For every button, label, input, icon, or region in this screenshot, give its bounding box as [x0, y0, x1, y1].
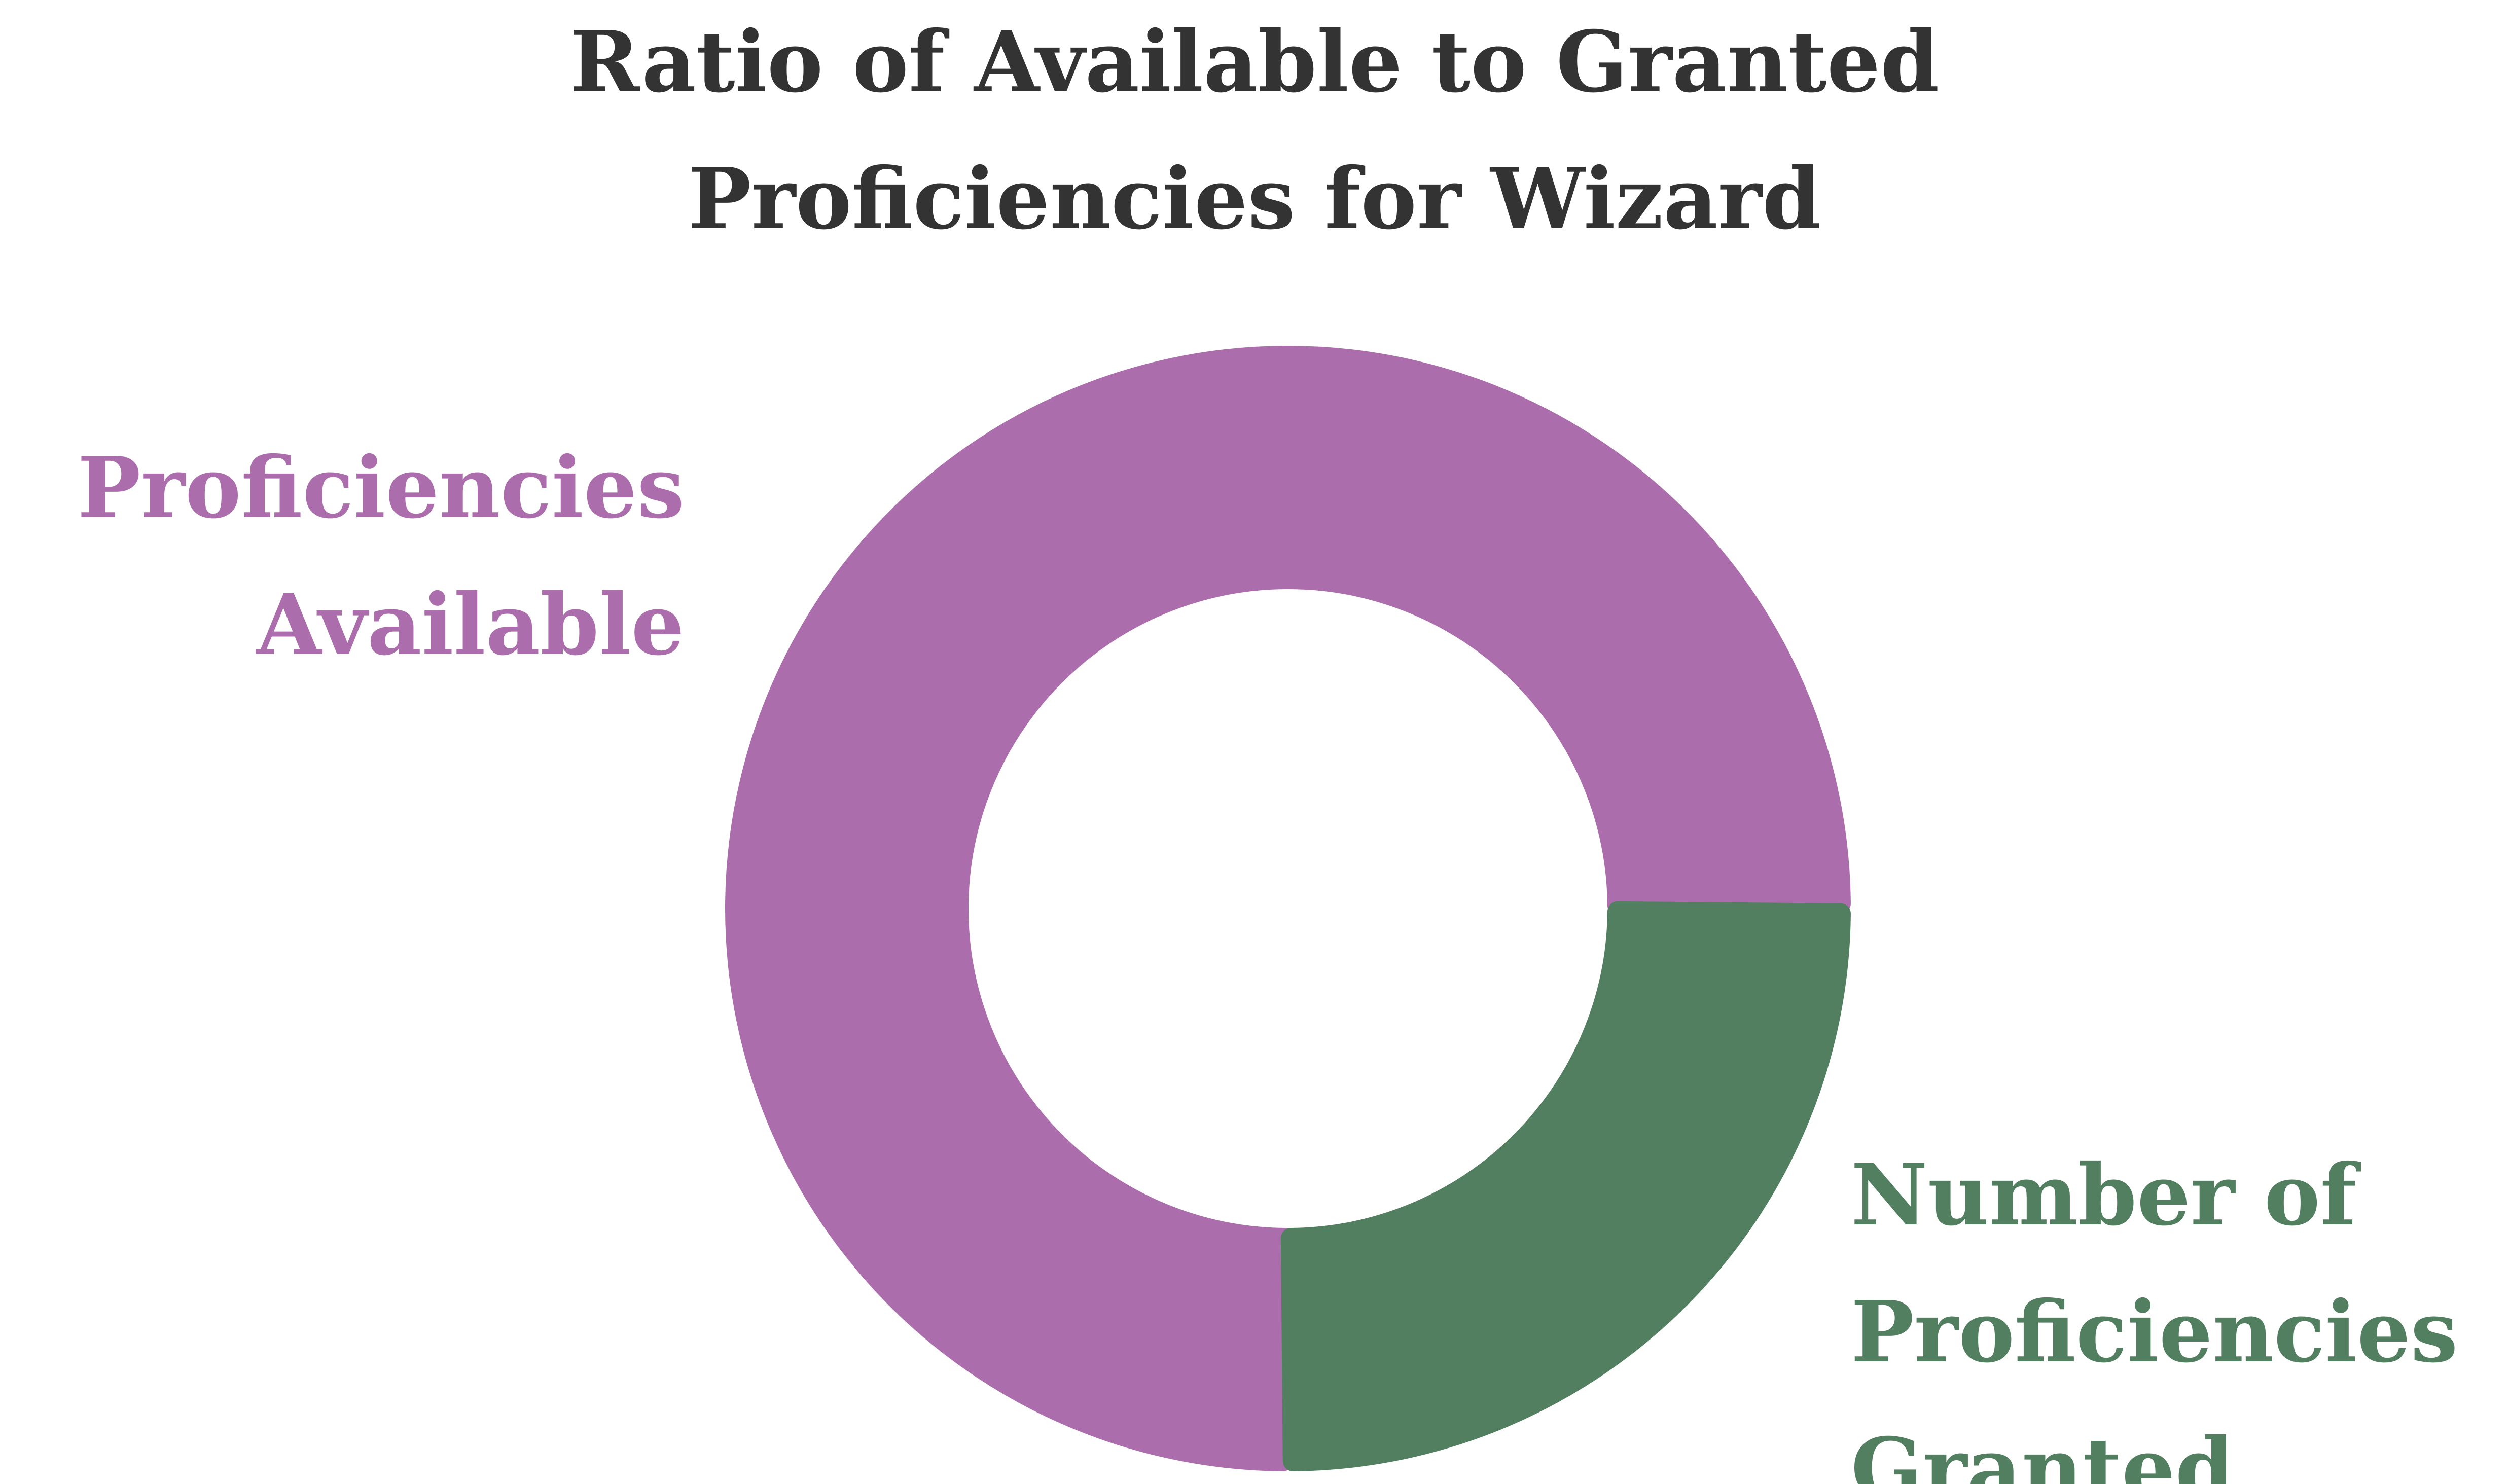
donut-slice-granted — [1280, 901, 1851, 1471]
donut-slice-available — [725, 346, 1851, 1471]
slice-label-granted-line-2: Proficiencies — [1851, 1283, 2458, 1382]
chart-title-line-2: Proficiencies for Wizard — [688, 150, 1821, 248]
chart-title-line-1: Ratio of Available to Granted — [570, 13, 1940, 112]
donut-slices — [725, 346, 1851, 1471]
slice-label-available-line-1: Proficiencies — [78, 439, 685, 537]
slice-label-granted-line-3: Granted — [1851, 1420, 2234, 1484]
slice-label-granted-line-1: Number of — [1851, 1146, 2361, 1245]
slice-label-available-line-2: Available — [255, 575, 685, 674]
slice-labels: Proficiencies Available Number of Proficien… — [78, 439, 2458, 1484]
